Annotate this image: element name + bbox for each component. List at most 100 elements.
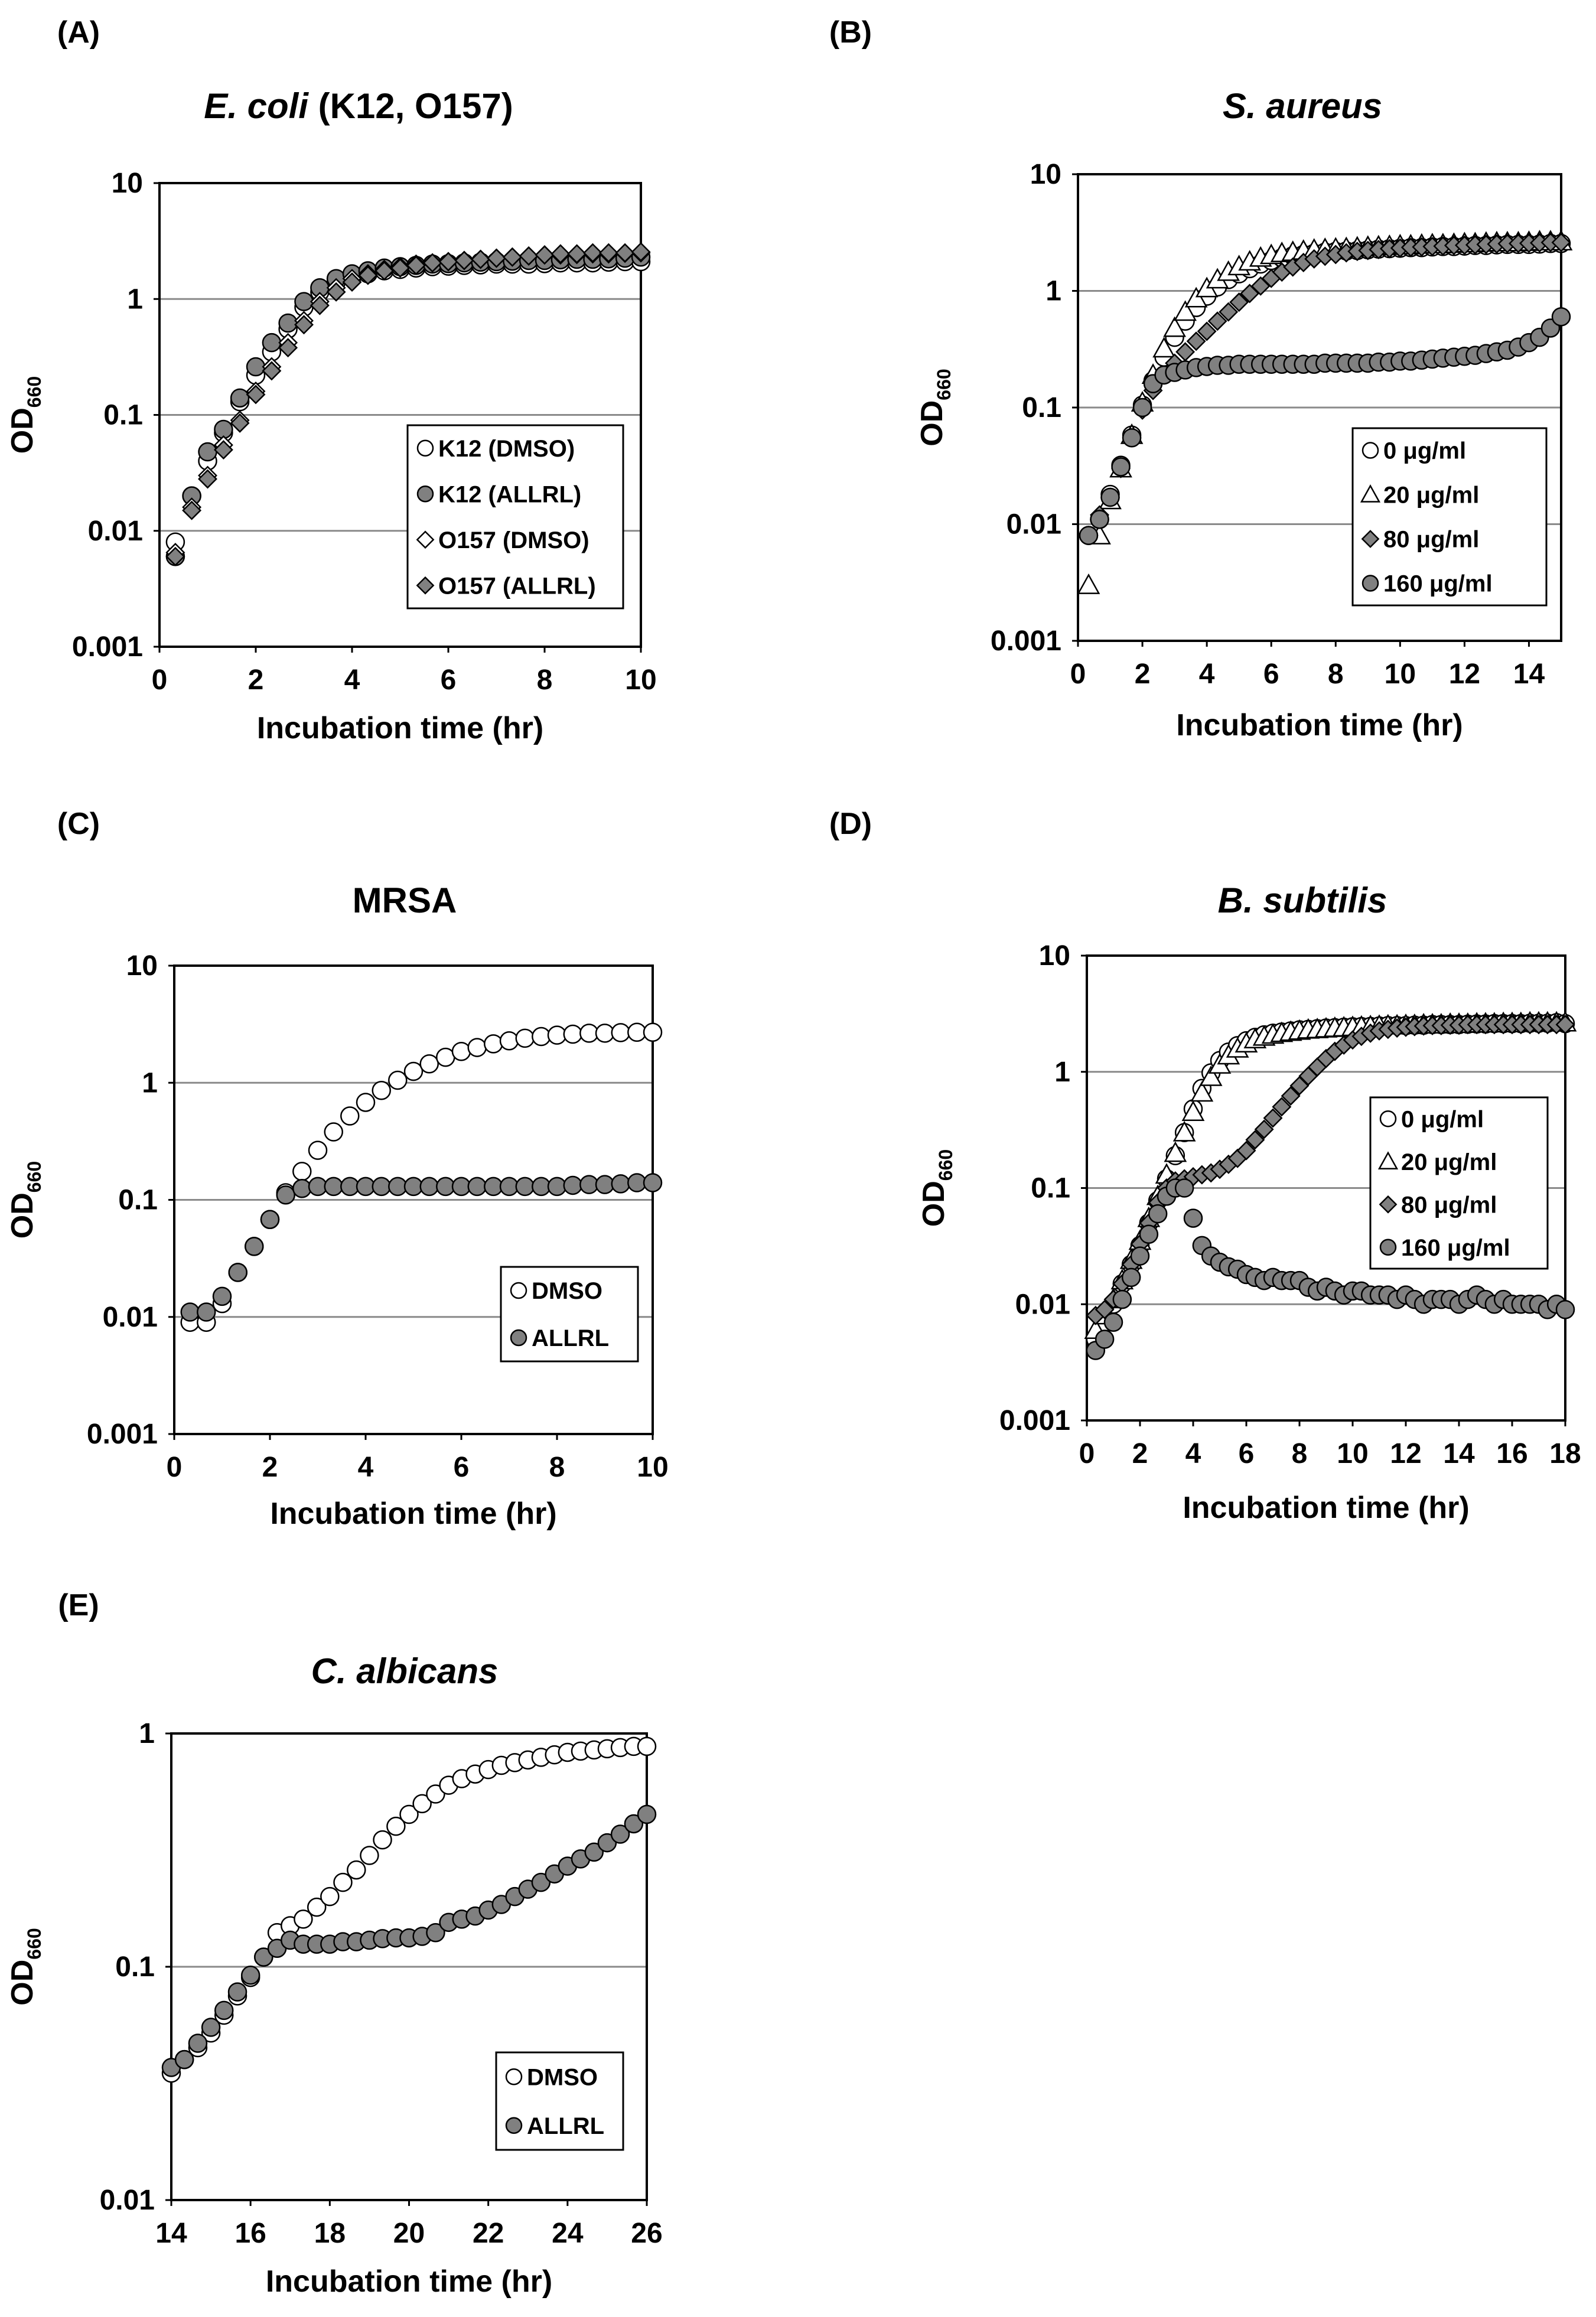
data-point (499, 1031, 519, 1051)
chart-title-main: S. aureus (1223, 86, 1382, 126)
y-axis-label-main: OD (5, 1192, 40, 1239)
legend-box (500, 1266, 639, 1363)
legend: 0 μg/ml 20 μg/ml 80 μg/ml 160 μg/ml (1351, 427, 1548, 607)
data-point (374, 261, 395, 281)
data-point (292, 1179, 312, 1198)
data-point (227, 1982, 247, 2002)
data-point (212, 1286, 232, 1306)
y-tick-label: 0.01 (100, 2185, 155, 2216)
data-point (360, 1846, 379, 1865)
y-axis-label: OD660 (5, 1161, 45, 1239)
data-point (643, 1022, 663, 1042)
data-point (1555, 1015, 1575, 1035)
data-point (1111, 457, 1131, 477)
series-3 (1086, 1178, 1575, 1360)
data-point (595, 1024, 615, 1043)
y-tick-label: 10 (112, 168, 143, 199)
data-point (308, 1140, 328, 1160)
data-point (1184, 286, 1208, 308)
y-tick-label: 10 (1030, 159, 1061, 190)
data-point (403, 1061, 424, 1081)
data-point (419, 1177, 439, 1197)
data-point (198, 469, 217, 489)
x-axis-label: Incubation time (hr) (1176, 708, 1463, 742)
data-point (246, 384, 266, 405)
chart-title: MRSA (353, 881, 457, 920)
data-point (1132, 397, 1152, 418)
data-point (532, 1026, 551, 1047)
y-tick-label: 1 (1054, 1057, 1070, 1088)
legend: DMSO ALLRL (495, 2051, 624, 2151)
data-point (551, 244, 571, 264)
x-tick-label: 0 (1070, 659, 1086, 690)
y-axis-label-main: OD (5, 408, 40, 454)
x-axis-label: Incubation time (hr) (1183, 1491, 1469, 1525)
data-point (188, 2034, 208, 2053)
x-tick-label: 10 (1385, 659, 1416, 690)
panel-e: (E) C. albicans 0.01 0.1 1 14 16 18 20 22 24 26 Incu… (5, 1588, 663, 2299)
data-point (294, 315, 314, 335)
panel-label: (D) (829, 807, 872, 841)
x-tick-label: 2 (1132, 1438, 1148, 1469)
data-point (615, 243, 635, 263)
data-point (1112, 1289, 1132, 1309)
data-point (1122, 428, 1142, 448)
x-axis-label: Incubation time (hr) (270, 1497, 556, 1531)
legend-box (1369, 1096, 1549, 1270)
data-point (484, 1034, 503, 1054)
data-point (1100, 487, 1120, 507)
data-point (1245, 1130, 1265, 1150)
legend-marker (1379, 1195, 1398, 1214)
y-tick-label: 0.001 (87, 1419, 158, 1450)
legend: K12 (DMSO) K12 (ALLRL) O157 (DMSO) O157 (AL… (406, 424, 624, 610)
data-point (412, 1794, 432, 1814)
data-point (372, 1080, 391, 1100)
chart-title-main: B. subtilis (1218, 881, 1387, 920)
data-point (228, 1263, 247, 1282)
legend-marker (1360, 484, 1381, 503)
y-tick-label: 0.01 (1015, 1289, 1070, 1320)
legend: DMSO ALLRL (500, 1266, 639, 1363)
y-tick-label: 0.01 (103, 1302, 158, 1333)
data-point (230, 388, 250, 408)
y-axis-label-main: OD (5, 1960, 40, 2006)
data-point (358, 265, 378, 285)
data-point (406, 255, 426, 275)
data-point (310, 295, 330, 315)
series-3 (1079, 307, 1571, 545)
data-point (278, 338, 298, 358)
data-point (531, 1872, 551, 1892)
data-point (292, 1162, 312, 1181)
data-point (324, 1122, 343, 1142)
data-point (1183, 1208, 1203, 1228)
x-tick-label: 24 (552, 2218, 584, 2249)
legend-label: K12 (ALLRL) (438, 481, 581, 507)
x-tick-label: 8 (549, 1452, 565, 1483)
data-point (519, 246, 539, 266)
data-point (1263, 1108, 1283, 1128)
legend-marker (1362, 442, 1379, 459)
series-2 (1086, 1015, 1575, 1325)
data-point (180, 1302, 200, 1322)
data-point (643, 1173, 663, 1192)
x-tick-label: 6 (454, 1452, 470, 1483)
panel-label: (E) (58, 1588, 99, 1622)
y-tick-label: 0.1 (1031, 1173, 1070, 1204)
data-point (201, 2018, 221, 2037)
x-tick-label: 4 (358, 1452, 374, 1483)
data-point (324, 1177, 343, 1197)
chart-title-suffix: (K12, O157) (308, 86, 513, 126)
y-axis-label: OD660 (5, 376, 45, 454)
data-point (262, 361, 282, 381)
data-point (1095, 1329, 1115, 1349)
y-tick-label: 0.01 (1007, 509, 1061, 540)
data-point (471, 249, 491, 269)
data-point (515, 1177, 535, 1197)
legend-marker (1377, 1151, 1399, 1169)
legend-label: 80 μg/ml (1401, 1192, 1497, 1218)
x-tick-label: 0 (152, 664, 168, 696)
data-point (451, 1042, 471, 1061)
legend: 0 μg/ml 20 μg/ml 80 μg/ml 160 μg/ml (1369, 1096, 1549, 1270)
data-point (1103, 1312, 1123, 1332)
